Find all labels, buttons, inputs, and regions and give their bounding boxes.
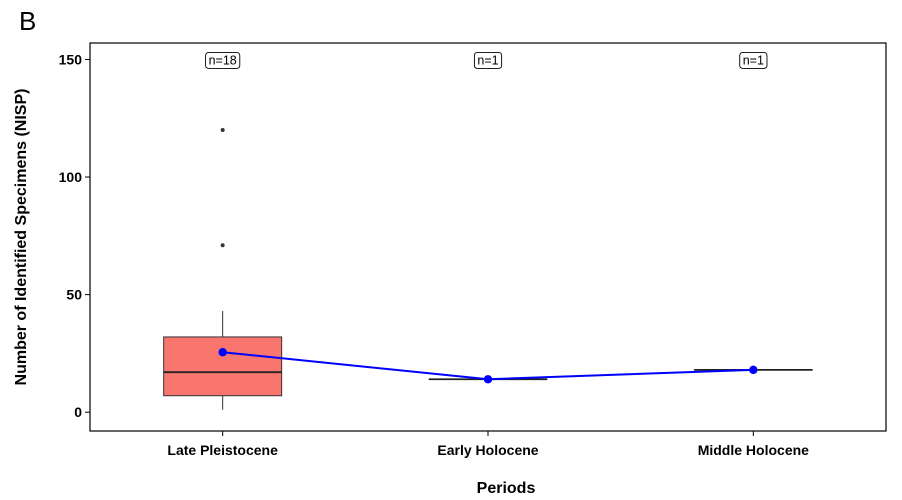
y-tick-label: 150 xyxy=(59,51,83,67)
sample-size-text: n=18 xyxy=(209,53,237,67)
sample-size-label: n=18 xyxy=(205,52,241,69)
mean-point xyxy=(483,375,493,384)
outlier-point xyxy=(220,243,225,248)
plot-area: n=18 n=1 n=1 xyxy=(89,42,887,432)
sample-size-box xyxy=(205,52,241,69)
y-axis: 0 50 100 150 xyxy=(59,51,90,420)
mean-point xyxy=(218,348,227,357)
x-tick-label: Early Holocene xyxy=(437,442,538,458)
box-iqr xyxy=(163,336,283,397)
x-tick-label: Middle Holocene xyxy=(698,442,809,458)
sample-size-text: n=1 xyxy=(743,53,764,67)
sample-size-label: n=1 xyxy=(473,52,503,69)
outlier-point xyxy=(220,128,225,133)
panel-letter: B xyxy=(19,6,36,36)
y-tick-label: 0 xyxy=(74,404,82,420)
y-tick-label: 50 xyxy=(66,287,82,303)
x-tick-label: Late Pleistocene xyxy=(167,442,278,458)
mean-point xyxy=(749,365,758,375)
x-axis-title: Periods xyxy=(477,480,536,497)
sample-size-box xyxy=(473,52,503,69)
y-axis-title: Number of Identified Specimens (NISP) xyxy=(13,89,30,386)
box-group xyxy=(163,128,283,410)
sample-size-box xyxy=(739,52,768,69)
sample-size-label: n=1 xyxy=(739,52,768,69)
sample-size-text: n=1 xyxy=(477,53,498,67)
x-axis: Late Pleistocene Early Holocene Middle Hol… xyxy=(167,431,809,458)
y-tick-label: 100 xyxy=(59,169,83,185)
